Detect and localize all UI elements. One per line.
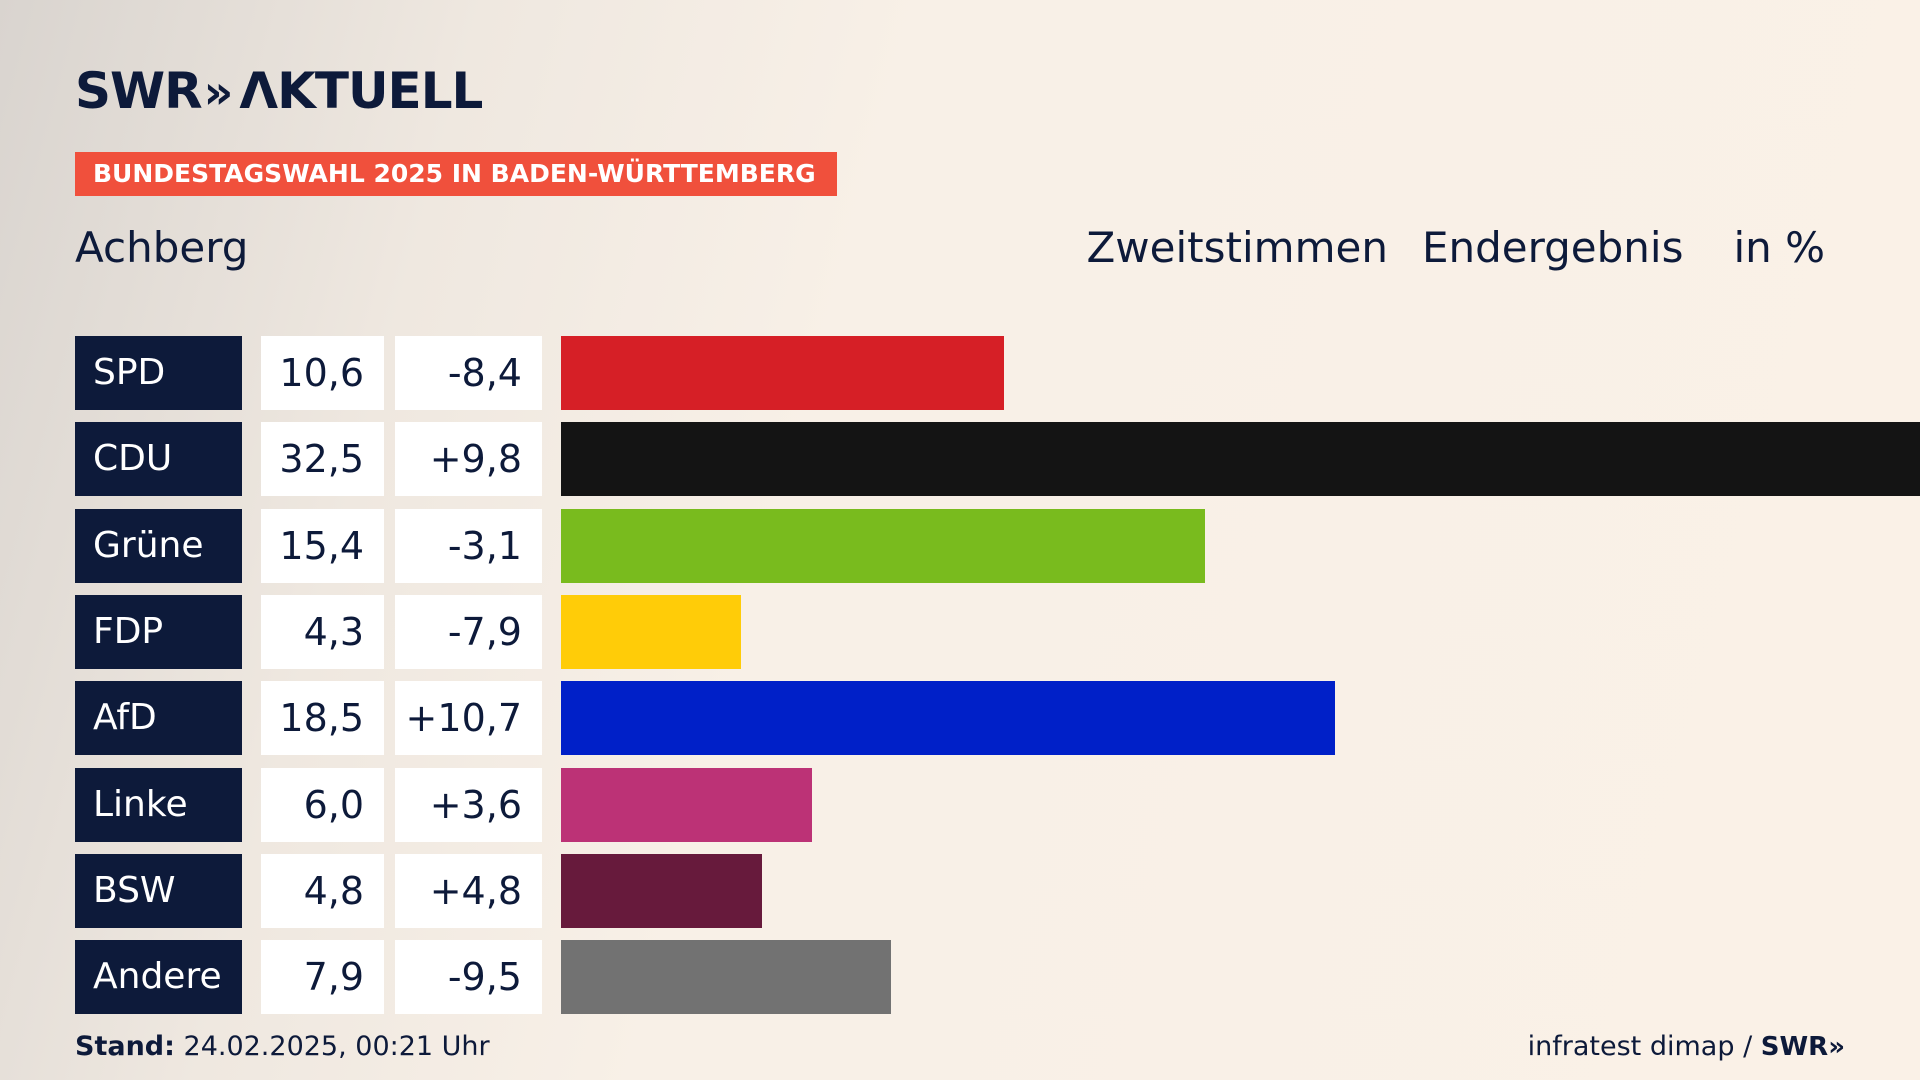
result-bar (561, 336, 1005, 410)
source-credit: infratest dimap / SWR» (1528, 1031, 1845, 1062)
vote-share-value: 4,8 (261, 853, 384, 928)
swr-mini-logo: SWR» (1760, 1032, 1845, 1062)
result-bar (561, 853, 762, 928)
vote-change-value: +3,6 (395, 767, 542, 842)
vote-share-value: 10,6 (261, 336, 384, 410)
vote-change-value: -9,5 (395, 940, 542, 1015)
stand-label: Stand: (75, 1031, 175, 1062)
party-label: Linke (75, 767, 242, 842)
vote-share-value: 18,5 (261, 681, 384, 756)
result-bar (561, 594, 741, 669)
place-title: Achberg (75, 223, 249, 272)
party-label: Andere (75, 940, 242, 1015)
vote-share-value: 4,3 (261, 594, 384, 669)
swr-aktuell-logo: SWR» ΛKTUELL (75, 65, 483, 119)
unit-label: in % (1733, 223, 1825, 272)
vote-change-value: +4,8 (395, 853, 542, 928)
result-bar (561, 681, 1335, 756)
vote-change-value: -3,1 (395, 508, 542, 583)
vote-change-value: +9,8 (395, 422, 542, 497)
result-bar (561, 767, 812, 842)
vote-type-label: Zweitstimmen (1086, 223, 1388, 272)
vote-share-value: 6,0 (261, 767, 384, 842)
logo-swr-text: SWR (75, 62, 203, 120)
election-tag: BUNDESTAGSWAHL 2025 IN BADEN-WÜRTTEMBERG (75, 152, 837, 196)
logo-aktuell-text: ΛKTUELL (239, 62, 483, 120)
result-bar (561, 422, 1920, 497)
result-type-label: Endergebnis (1421, 223, 1684, 272)
vote-share-value: 15,4 (261, 508, 384, 583)
vote-share-value: 7,9 (261, 940, 384, 1015)
party-label: CDU (75, 422, 242, 497)
result-bar (561, 940, 892, 1015)
vote-share-value: 32,5 (261, 422, 384, 497)
source-text: infratest dimap / (1527, 1031, 1753, 1062)
result-bar (561, 508, 1205, 583)
party-label: AfD (75, 681, 242, 756)
party-label: SPD (75, 336, 242, 410)
vote-change-value: +10,7 (395, 681, 542, 756)
party-label: Grüne (75, 508, 242, 583)
stand-value: 24.02.2025, 00:21 Uhr (183, 1031, 490, 1062)
party-label: FDP (75, 594, 242, 669)
vote-change-value: -8,4 (395, 336, 542, 410)
timestamp: Stand: 24.02.2025, 00:21 Uhr (75, 1031, 490, 1062)
vote-change-value: -7,9 (395, 594, 542, 669)
party-label: BSW (75, 853, 242, 928)
logo-chevrons-icon: » (203, 65, 234, 119)
column-headers: Zweitstimmen Endergebnis in % (1087, 223, 1825, 272)
